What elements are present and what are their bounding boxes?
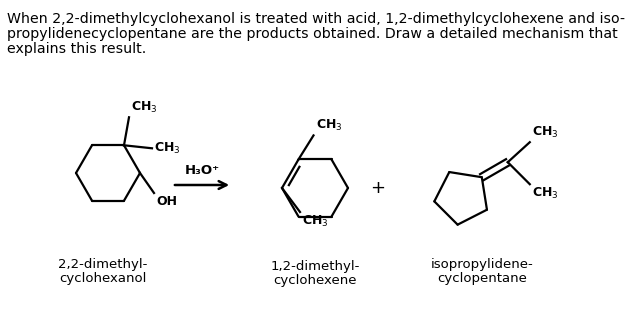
Text: 1,2-dimethyl-: 1,2-dimethyl-: [270, 260, 360, 273]
Text: CH$_3$: CH$_3$: [316, 118, 342, 134]
Text: CH$_3$: CH$_3$: [302, 214, 328, 229]
Text: propylidenecyclopentane are the products obtained. Draw a detailed mechanism tha: propylidenecyclopentane are the products…: [7, 27, 618, 41]
Text: +: +: [370, 179, 386, 197]
Text: explains this result.: explains this result.: [7, 42, 147, 56]
Text: cyclopentane: cyclopentane: [437, 272, 527, 285]
Text: CH$_3$: CH$_3$: [532, 186, 559, 201]
Text: CH$_3$: CH$_3$: [532, 125, 559, 140]
Text: 2,2-dimethyl-: 2,2-dimethyl-: [58, 258, 148, 271]
Text: cyclohexanol: cyclohexanol: [59, 272, 147, 285]
Text: CH$_3$: CH$_3$: [154, 141, 181, 156]
Text: CH$_3$: CH$_3$: [131, 100, 158, 115]
Text: H₃O⁺: H₃O⁺: [184, 164, 220, 177]
Text: OH: OH: [156, 195, 177, 208]
Text: cyclohexene: cyclohexene: [273, 274, 357, 287]
Text: isopropylidene-: isopropylidene-: [431, 258, 533, 271]
Text: When 2,2-dimethylcyclohexanol is treated with acid, 1,2-dimethylcyclohexene and : When 2,2-dimethylcyclohexanol is treated…: [7, 12, 625, 26]
